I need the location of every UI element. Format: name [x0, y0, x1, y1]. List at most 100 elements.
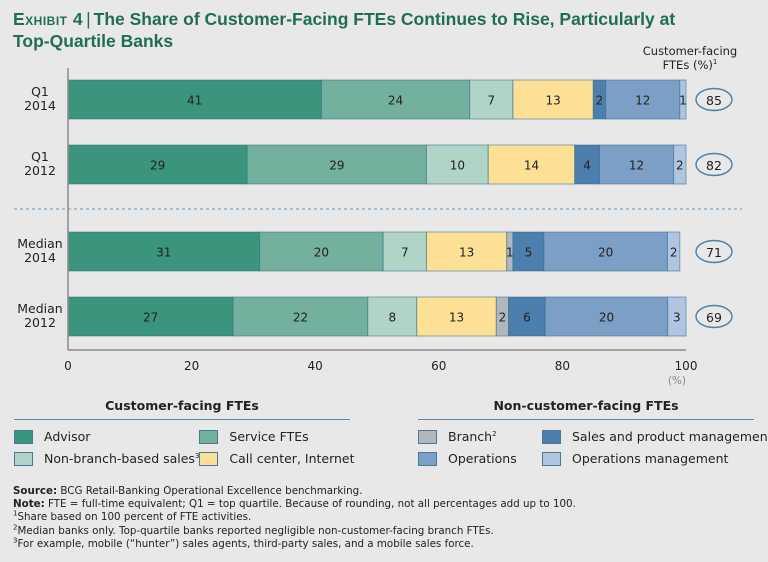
- legend-non-customer-items: Branch2 Sales and product management Opera…: [418, 429, 768, 466]
- bar-segment-sales-product-mgmt: [512, 231, 545, 272]
- cf-header-line1: Customer-facing: [642, 44, 738, 58]
- bar-value-label: 20: [599, 311, 614, 325]
- total-oval: [695, 87, 733, 112]
- x-tick-label: 80: [555, 359, 570, 373]
- bar-row: 41 24 7 13 2 12 1: [67, 79, 687, 120]
- footnotes: Source: BCG Retail-Banking Operational E…: [13, 485, 576, 551]
- bar-value-label: 41: [187, 94, 202, 108]
- legend-footnote-marker: 3: [194, 451, 200, 460]
- bar-value-label: 2: [670, 246, 678, 260]
- legend-swatch: [14, 429, 33, 444]
- legend-title-customer: Customer-facing FTEs: [14, 398, 350, 420]
- exhibit-title: Exhibit 4 | The Share of Customer-Facing F…: [13, 8, 713, 52]
- totals-layer: 85 82 71 69: [695, 87, 733, 329]
- legend-customer-facing: Customer-facing FTEs Advisor Service FTEs…: [14, 398, 355, 466]
- bar-segment-advisor: [67, 296, 234, 337]
- x-tick-label: 100: [675, 359, 698, 373]
- bar-value-label: 6: [523, 311, 531, 325]
- legend-item-service: Service FTEs: [199, 429, 354, 444]
- category-label: Median 2014: [17, 236, 62, 265]
- total-oval: [695, 239, 733, 264]
- legend-non-customer-facing: Non-customer-facing FTEs Branch2 Sales an…: [418, 398, 768, 466]
- bar-value-label: 14: [524, 159, 539, 173]
- footnote-1: 1Share based on 100 percent of FTE activ…: [13, 509, 252, 524]
- footnote-2: 2Median banks only. Top-quartile banks r…: [13, 523, 494, 537]
- category-label-line2: 2012: [24, 163, 56, 178]
- x-tick-label: 40: [308, 359, 323, 373]
- legend-item-non-branch-sales: Non-branch-based sales3: [14, 451, 199, 466]
- customer-facing-total: 82: [706, 158, 722, 173]
- bar-value-label: 1: [679, 94, 687, 108]
- category-label-line1: Median: [17, 301, 62, 316]
- category-label-line2: 2014: [24, 250, 56, 265]
- legend-swatch: [418, 429, 437, 444]
- category-label: Median 2012: [17, 301, 62, 330]
- bar-value-label: 24: [388, 94, 403, 108]
- bar-segment-operations-mgmt: [667, 296, 687, 337]
- legend-label: Non-branch-based sales3: [44, 451, 200, 466]
- title-separator: |: [86, 9, 91, 29]
- bar-value-label: 20: [314, 246, 329, 260]
- legend-label: Call center, Internet: [229, 451, 355, 466]
- legend-swatch: [542, 451, 561, 466]
- bar-value-label: 13: [459, 246, 474, 260]
- category-label: Q1 2012: [24, 149, 56, 178]
- category-label-line2: 2012: [24, 315, 56, 330]
- exhibit-number: Exhibit 4: [13, 9, 84, 29]
- bar-value-label: 13: [545, 94, 560, 108]
- title-text: The Share of Customer-Facing FTEs Contin…: [13, 9, 676, 51]
- bar-value-label: 2: [676, 159, 684, 173]
- legend-swatch: [14, 451, 33, 466]
- bar-value-label: 29: [329, 159, 344, 173]
- bar-value-label: 7: [401, 246, 409, 260]
- bar-value-label: 1: [506, 246, 514, 260]
- legend-swatch: [199, 429, 219, 444]
- bar-segment-operations-mgmt: [666, 231, 681, 272]
- legend-label: Service FTEs: [229, 429, 309, 444]
- bar-segment-call-center: [425, 231, 508, 272]
- source-note: Source: BCG Retail-Banking Operational E…: [13, 485, 363, 497]
- bar-segment-advisor: [67, 231, 261, 272]
- bar-segment-non-branch-sales: [367, 296, 418, 337]
- bar-segment-operations-mgmt: [673, 144, 687, 185]
- legend-label: Advisor: [44, 429, 91, 444]
- legend-swatch: [199, 451, 219, 466]
- legend-item-operations-mgmt: Operations management: [542, 451, 768, 466]
- bar-value-label: 27: [143, 311, 158, 325]
- category-label-line2: 2014: [24, 98, 56, 113]
- legend-item-operations: Operations: [418, 451, 542, 466]
- total-oval: [695, 304, 733, 329]
- category-label-line1: Q1: [31, 149, 49, 164]
- footnote-3: 3For example, mobile (“hunter”) sales ag…: [13, 536, 474, 550]
- bar-value-label: 20: [598, 246, 613, 260]
- bar-segment-non-branch-sales: [469, 79, 514, 120]
- legend-footnote-marker: 2: [492, 429, 497, 438]
- bar-segment-service: [320, 79, 471, 120]
- bar-value-label: 3: [673, 311, 681, 325]
- bar-value-label: 8: [388, 311, 396, 325]
- x-axis-unit-label: (%): [668, 375, 686, 387]
- bar-segment-operations-mgmt: [679, 79, 687, 120]
- legend-swatch: [542, 429, 561, 444]
- customer-facing-total: 85: [706, 93, 722, 108]
- legend-label: Sales and product management: [572, 429, 768, 444]
- bar-value-label: 5: [525, 246, 533, 260]
- bar-segment-call-center: [487, 144, 576, 185]
- bar-value-label: 12: [629, 159, 644, 173]
- bar-value-label: 7: [488, 94, 496, 108]
- category-label-line1: Q1: [31, 84, 49, 99]
- category-label-line1: Median: [17, 236, 62, 251]
- bar-segment-operations: [605, 79, 681, 120]
- total-oval: [695, 152, 733, 177]
- legend-customer-items: Advisor Service FTEs Non-branch-based sale…: [14, 429, 355, 466]
- legend-item-sales-product-mgmt: Sales and product management: [542, 429, 768, 444]
- legend-item-advisor: Advisor: [14, 429, 199, 444]
- bar-value-label: 4: [583, 159, 591, 173]
- bars-layer: 41 24 7 13 2 12 129 29 10 14 4 12 231 20 7 13 1 5 20 227 22 8…: [67, 79, 687, 337]
- bar-value-label: 22: [293, 311, 308, 325]
- customer-facing-header: Customer-facing FTEs (%)1: [620, 44, 760, 72]
- x-tick-label: 0: [64, 359, 72, 373]
- stacked-bar-chart: 41 24 7 13 2 12 129 29 10 14 4 12 231 20 7 13 1 5 20 227 22 8…: [14, 68, 742, 387]
- bar-row: 31 20 7 13 1 5 20 2: [67, 231, 681, 272]
- legend-label: Branch2: [448, 429, 497, 444]
